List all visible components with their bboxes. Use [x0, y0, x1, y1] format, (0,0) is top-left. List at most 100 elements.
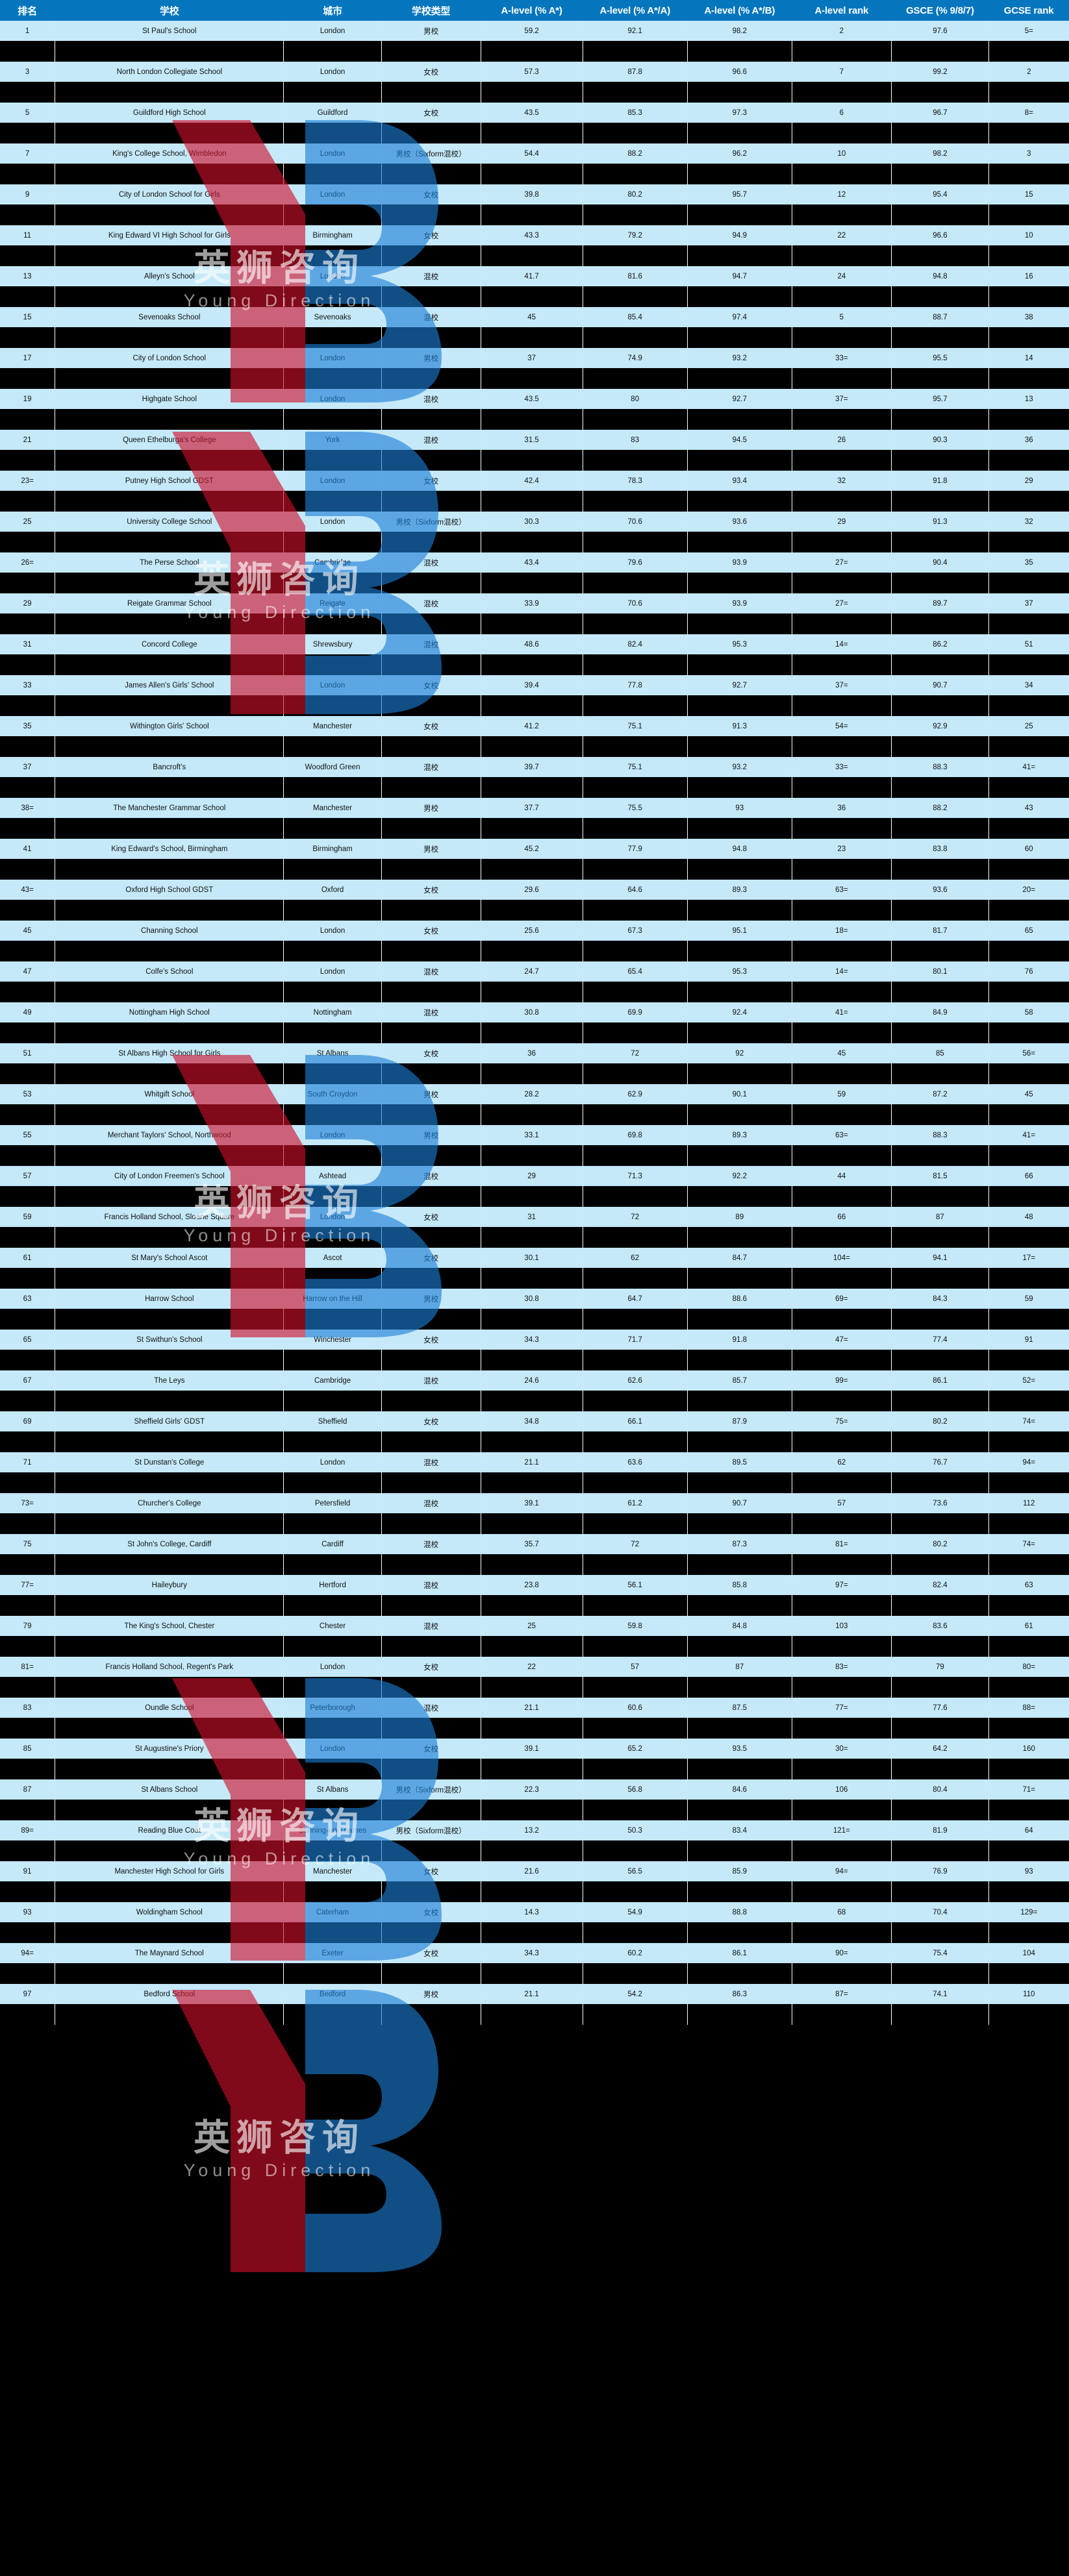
table-row[interactable]: 59 Francis Holland School, Sloane Square L… [0, 1207, 1069, 1227]
table-row[interactable]: 9 City of London School for Girls London 女校… [0, 184, 1069, 204]
cell-GCSE rank: 51 [1024, 640, 1033, 649]
cell-GSCE (% 9/8/7): 98.2 [891, 143, 990, 164]
cell-学校: Alleyn's School [55, 266, 284, 286]
table-row[interactable]: 67 The Leys Cambridge 混校 24.6 62.6 85.7 99= 86.1… [0, 1370, 1069, 1391]
table-row[interactable]: 38= The Manchester Grammar School Manchest… [0, 798, 1069, 818]
table-row[interactable]: 29 Reigate Grammar School Reigate 混校 33.9 70.… [0, 593, 1069, 613]
obscured-row [0, 573, 1069, 593]
column-header-9[interactable]: GCSE rank [988, 0, 1069, 21]
table-row[interactable]: 49 Nottingham High School Nottingham 混校 30.8… [0, 1002, 1069, 1022]
table-row[interactable]: 21 Queen Ethelburga's College York 混校 31.5 83… [0, 430, 1069, 450]
column-header-2[interactable]: 城市 [283, 0, 382, 21]
table-row[interactable]: 47 Colfe's School London 混校 24.7 65.4 95.3 14= 8… [0, 961, 1069, 982]
cell-A-level (% A*): 28.2 [481, 1084, 583, 1104]
cell-A-level (% A*/A): 56.8 [583, 1779, 688, 1800]
table-row[interactable]: 55 Merchant Taylors' School, Northwood Lon… [0, 1125, 1069, 1145]
table-row[interactable]: 7 King's College School, Wimbledon London 男… [0, 143, 1069, 164]
table-row[interactable]: 23= Putney High School GDST London 女校 42.4 78… [0, 471, 1069, 491]
cell-GCSE rank: 35 [1024, 558, 1033, 567]
table-row[interactable]: 89= Reading Blue Coat Sonning-on-Thames 男校（… [0, 1820, 1069, 1840]
obscured-cell [381, 409, 481, 430]
obscured-cell [381, 1350, 481, 1370]
cell-学校: Putney High School GDST [55, 471, 284, 491]
table-row[interactable]: 5 Guildford High School Guildford 女校 43.5 85.… [0, 103, 1069, 123]
obscured-cell [283, 818, 382, 839]
table-row[interactable]: 97 Bedford School Bedford 男校 21.1 54.2 86.3 87=… [0, 1984, 1069, 2004]
cell-A-level rank: 23 [792, 839, 892, 859]
table-row[interactable]: 33 James Allen's Girls' School London 女校 39.… [0, 675, 1069, 695]
table-row[interactable]: 65 St Swithun's School Winchester 女校 34.3 71.… [0, 1330, 1069, 1350]
obscured-row [0, 1431, 1069, 1452]
table-row[interactable]: 45 Channing School London 女校 25.6 67.3 95.1 18=… [0, 921, 1069, 941]
table-row[interactable]: 87 St Albans School St Albans 男校（Sixform混校）… [0, 1779, 1069, 1800]
column-header-0[interactable]: 排名 [0, 0, 56, 21]
table-row[interactable]: 73= Churcher's College Petersfield 混校 39.1 61… [0, 1493, 1069, 1513]
column-header-4[interactable]: A-level (% A*) [481, 0, 583, 21]
obscured-cell [891, 1391, 990, 1411]
obscured-cell [687, 1595, 792, 1616]
cell-A-level rank: 69= [792, 1289, 892, 1309]
table-row[interactable]: 79 The King's School, Chester Chester 混校 25 5… [0, 1616, 1069, 1636]
table-row[interactable]: 77= Haileybury Hertford 混校 23.8 56.1 85.8 97= 82… [0, 1575, 1069, 1595]
cell-排名: 51 [0, 1043, 56, 1063]
cell-学校: Churcher's College [55, 1493, 284, 1513]
table-row[interactable]: 69 Sheffield Girls' GDST Sheffield 女校 34.8 66… [0, 1411, 1069, 1431]
obscured-cell [891, 1636, 990, 1657]
cell-学校类型: 混校 [381, 1166, 481, 1186]
table-row[interactable]: 91 Manchester High School for Girls Manche… [0, 1861, 1069, 1881]
obscured-cell [55, 1595, 284, 1616]
table-row[interactable]: 35 Withington Girls' School Manchester 女校 41… [0, 716, 1069, 736]
cell-A-level (% A*): 25 [481, 1616, 583, 1636]
cell-GCSE rank: 104 [1022, 1949, 1035, 1957]
obscured-cell [891, 532, 990, 552]
cell-A-level (% A*/B): 97.3 [687, 103, 792, 123]
column-header-6[interactable]: A-level (% A*/B) [687, 0, 792, 21]
table-row[interactable]: 15 Sevenoaks School Sevenoaks 混校 45 85.4 97.4 5… [0, 307, 1069, 327]
table-row[interactable]: 19 Highgate School London 混校 43.5 80 92.7 37= 95… [0, 389, 1069, 409]
obscured-cell [55, 409, 284, 430]
cell-城市: London [283, 1207, 382, 1227]
table-row[interactable]: 53 Whitgift School South Croydon 男校 28.2 62.9… [0, 1084, 1069, 1104]
table-row[interactable]: 1 St Paul's School London 男校 59.2 92.1 98.2 2 97… [0, 21, 1069, 41]
table-row[interactable]: 61 St Mary's School Ascot Ascot 女校 30.1 62 84.… [0, 1248, 1069, 1268]
table-row[interactable]: 41 King Edward's School, Birmingham Birmin… [0, 839, 1069, 859]
obscured-cell [687, 777, 792, 798]
table-row[interactable]: 81= Francis Holland School, Regent's Park… [0, 1657, 1069, 1677]
table-row[interactable]: 85 St Augustine's Priory London 女校 39.1 65.2 9… [0, 1739, 1069, 1759]
table-row[interactable]: 26= The Perse School Cambridge 混校 43.4 79.6 93… [0, 552, 1069, 573]
table-row[interactable]: 93 Woldingham School Caterham 女校 14.3 54.9 88.… [0, 1902, 1069, 1922]
cell-学校类型: 混校 [381, 430, 481, 450]
table-row[interactable]: 75 St John's College, Cardiff Cardiff 混校 35.… [0, 1534, 1069, 1554]
cell-学校类型: 混校 [381, 1534, 481, 1554]
obscured-cell [792, 1881, 892, 1902]
column-header-8[interactable]: GSCE (% 9/8/7) [891, 0, 990, 21]
cell-A-level (% A*/B): 98.2 [687, 21, 792, 41]
cell-排名: 15 [0, 307, 56, 327]
table-row[interactable]: 3 North London Collegiate School London 女校 5… [0, 62, 1069, 82]
column-header-3[interactable]: 学校类型 [381, 0, 481, 21]
table-row[interactable]: 63 Harrow School Harrow on the Hill 男校 30.8 6… [0, 1289, 1069, 1309]
table-row[interactable]: 94= The Maynard School Exeter 女校 34.3 60.2 86.… [0, 1943, 1069, 1963]
obscured-cell [0, 1513, 56, 1534]
obscured-cell [583, 1022, 688, 1043]
table-row[interactable]: 43= Oxford High School GDST Oxford 女校 29.6 64… [0, 880, 1069, 900]
cell-学校类型: 女校 [381, 62, 481, 82]
cell-城市: Manchester [283, 798, 382, 818]
obscured-cell [481, 1513, 583, 1534]
cell-A-level (% A*/A): 56.5 [583, 1861, 688, 1881]
cell-A-level (% A*/B): 87.3 [687, 1534, 792, 1554]
column-header-5[interactable]: A-level (% A*/A) [583, 0, 688, 21]
table-row[interactable]: 31 Concord College Shrewsbury 混校 48.6 82.4 95.… [0, 634, 1069, 654]
column-header-7[interactable]: A-level rank [792, 0, 892, 21]
table-row[interactable]: 51 St Albans High School for Girls St Alba… [0, 1043, 1069, 1063]
column-header-1[interactable]: 学校 [55, 0, 284, 21]
table-row[interactable]: 25 University College School London 男校（Sixf… [0, 512, 1069, 532]
table-row[interactable]: 71 St Dunstan's College London 混校 21.1 63.6 89… [0, 1452, 1069, 1472]
table-row[interactable]: 57 City of London Freemen's School Ashtead… [0, 1166, 1069, 1186]
table-row[interactable]: 37 Bancroft's Woodford Green 混校 39.7 75.1 93.2… [0, 757, 1069, 777]
table-row[interactable]: 11 King Edward VI High School for Girls Bi… [0, 225, 1069, 245]
table-row[interactable]: 83 Oundle School Peterborough 混校 21.1 60.6 87.… [0, 1698, 1069, 1718]
table-row[interactable]: 13 Alleyn's School London 混校 41.7 81.6 94.7 24 9… [0, 266, 1069, 286]
cell-学校类型: 男校 [381, 21, 481, 41]
table-row[interactable]: 17 City of London School London 男校 37 74.9 93.… [0, 348, 1069, 368]
